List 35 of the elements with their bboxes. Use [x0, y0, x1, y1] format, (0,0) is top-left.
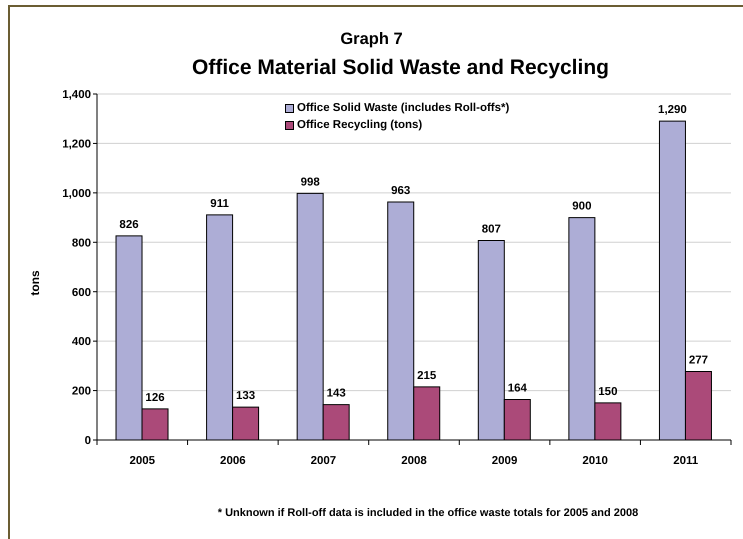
x-tick-label: 2005 [129, 455, 156, 467]
x-tick-label: 2007 [310, 455, 336, 467]
y-axis-title: tons [28, 270, 42, 296]
data-label: 277 [688, 354, 708, 367]
x-tick-label: 2011 [673, 455, 699, 467]
data-label: 150 [598, 386, 618, 398]
x-tick-label: 2009 [492, 455, 518, 467]
chart-title: Graph 7 [339, 30, 404, 49]
data-label: 911 [210, 198, 230, 210]
data-label: 215 [417, 370, 437, 382]
y-tick-label: 0 [84, 435, 91, 448]
data-label: 963 [391, 185, 410, 197]
y-tick-label: 1,000 [62, 188, 91, 200]
y-tick-label: 800 [72, 237, 91, 250]
data-label: 164 [508, 382, 528, 394]
data-label: 998 [300, 176, 320, 188]
x-tick-label: 2006 [220, 455, 246, 467]
legend-label: Office Solid Waste (includes Roll-offs*) [297, 101, 510, 116]
y-tick-label: 400 [72, 336, 91, 348]
text: * Unknown if Roll-off data is included in the office waste totals for 2005 and 2008 [216, 507, 640, 519]
chart-subtitle: Office Material Solid Waste and Recycling [191, 56, 610, 80]
legend-label: Office Recycling (tons) [297, 118, 422, 133]
data-label: 900 [572, 200, 592, 213]
data-label: 826 [119, 218, 139, 231]
y-tick-label: 200 [72, 386, 91, 398]
y-tick-label: 1,400 [62, 89, 91, 102]
data-label: 143 [326, 388, 346, 400]
data-label: 807 [482, 224, 501, 236]
x-tick-label: 2008 [401, 455, 428, 467]
data-label: 1,290 [658, 104, 687, 116]
data-label: 133 [236, 390, 256, 402]
data-label: 126 [145, 392, 165, 404]
y-tick-label: 1,200 [62, 138, 91, 151]
x-tick-label: 2010 [582, 455, 608, 467]
y-tick-label: 600 [72, 286, 91, 299]
